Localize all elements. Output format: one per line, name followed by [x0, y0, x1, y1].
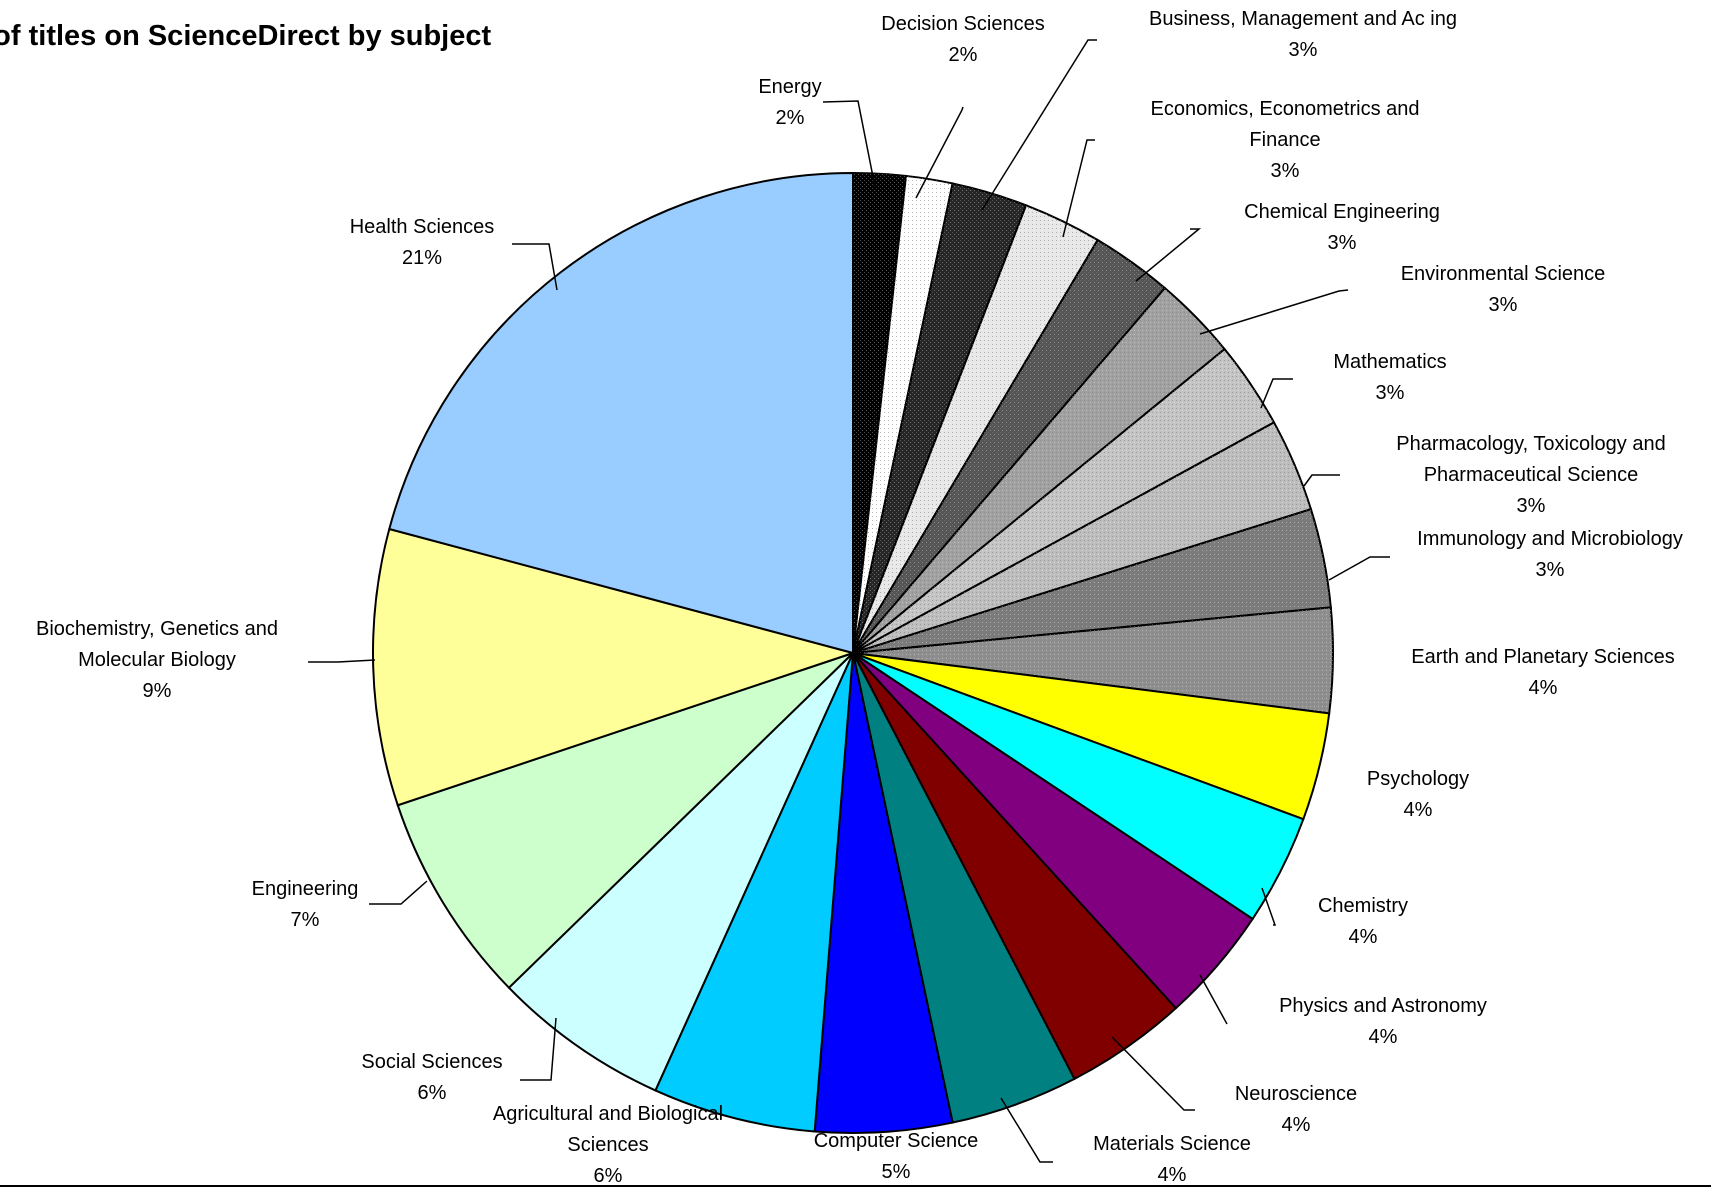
slice-label: Pharmacology, Toxicology and Pharmaceutic… — [1396, 433, 1665, 517]
slice-label: Business, Management and Ac ing 3% — [1149, 8, 1457, 61]
leader-line — [1304, 475, 1340, 486]
slice-label: Health Sciences 21% — [350, 216, 495, 269]
slice-label: Immunology and Microbiology 3% — [1417, 528, 1683, 581]
leader-line — [308, 660, 375, 662]
slice-label: Engineering 7% — [252, 878, 359, 931]
slice-label: Chemical Engineering 3% — [1244, 201, 1440, 254]
leader-line — [982, 40, 1097, 210]
slice-label: Economics, Econometrics and Finance 3% — [1150, 98, 1419, 182]
slice-label: Chemistry 4% — [1318, 895, 1408, 948]
slice-label: Physics and Astronomy 4% — [1279, 995, 1487, 1048]
leader-line — [1200, 975, 1227, 1024]
leader-line — [1200, 290, 1348, 334]
slice-label: Social Sciences 6% — [361, 1051, 502, 1104]
slice-label: Decision Sciences 2% — [881, 13, 1044, 66]
slice-label: Computer Science 5% — [814, 1130, 979, 1183]
slice-label: Biochemistry, Genetics and Molecular Biol… — [36, 618, 278, 702]
leader-line — [1136, 229, 1199, 281]
leader-line — [369, 881, 427, 904]
leader-line — [1063, 140, 1095, 237]
leader-line — [1261, 379, 1293, 408]
slice-label: Environmental Science 3% — [1401, 263, 1606, 316]
slice-label: Agricultural and Biological Sciences 6% — [493, 1103, 723, 1187]
leader-line — [1329, 557, 1390, 580]
slice-label: Psychology 4% — [1367, 768, 1469, 821]
slice-label: Neuroscience 4% — [1235, 1083, 1357, 1136]
slice-label: Earth and Planetary Sciences 4% — [1411, 646, 1675, 699]
slice-label: Mathematics 3% — [1333, 351, 1446, 404]
slice-label: Energy 2% — [758, 76, 821, 129]
slice-label: Materials Science 4% — [1093, 1133, 1251, 1186]
leader-line — [520, 1018, 556, 1080]
